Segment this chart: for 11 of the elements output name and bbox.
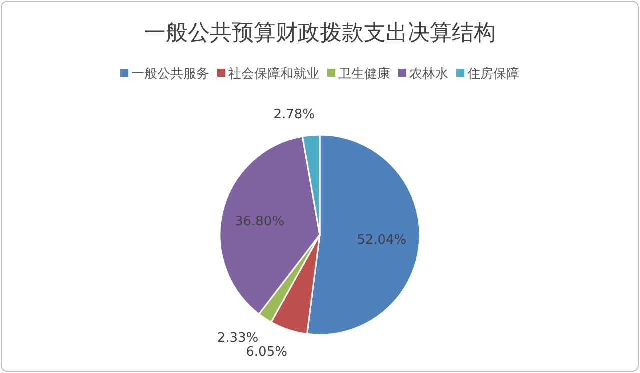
legend-label: 卫生健康 bbox=[338, 67, 390, 82]
legend-label: 住房保障 bbox=[466, 66, 520, 82]
data-label: 36.80% bbox=[234, 214, 285, 230]
legend-label: 社会保障和就业 bbox=[228, 67, 320, 82]
data-label: 2.33% bbox=[217, 330, 259, 346]
legend-label: 一般公共服务 bbox=[132, 67, 210, 82]
data-label: 6.05% bbox=[246, 344, 288, 360]
data-label: 52.04% bbox=[357, 232, 407, 248]
chart-title: 一般公共预算财政拨款支出决算结构 bbox=[144, 21, 496, 46]
data-label: 2.78% bbox=[274, 107, 316, 122]
legend-label: 农林水 bbox=[410, 67, 448, 82]
